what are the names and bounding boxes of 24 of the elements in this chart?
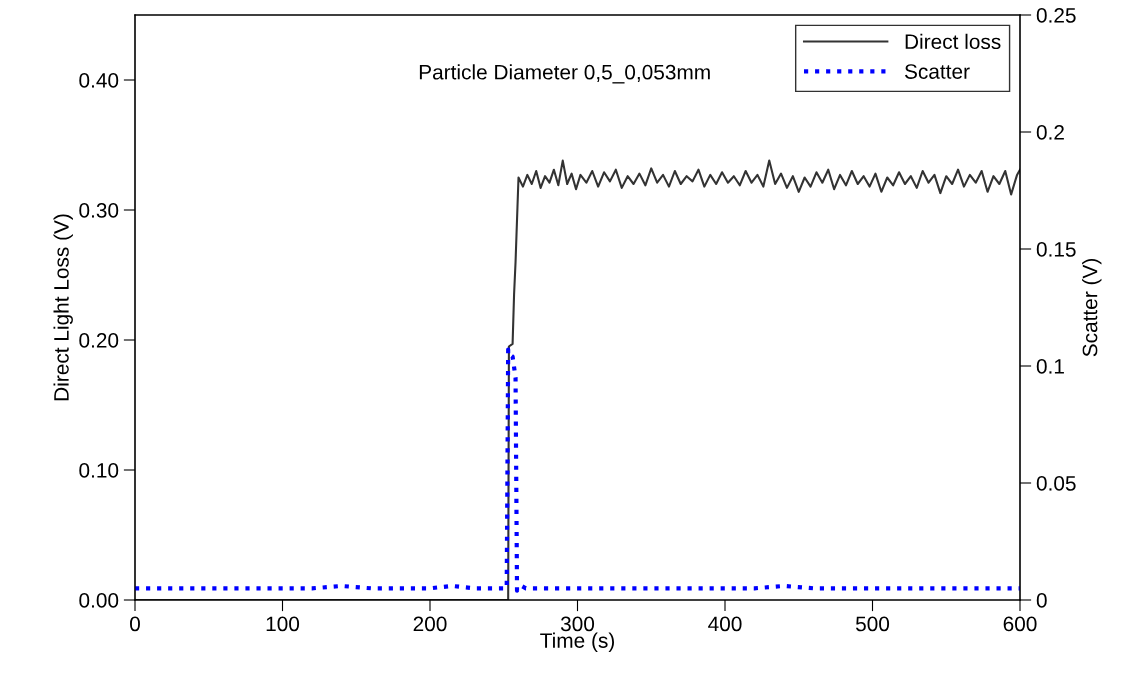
y-axis-title: Direct Light Loss (V) (53, 214, 73, 401)
y-tick-label: 0.30 (79, 203, 119, 218)
y2-tick-label: 0.1 (1036, 359, 1064, 374)
x-tick-label: 0 (130, 616, 140, 632)
y2-tick-label: 0 (1036, 593, 1047, 608)
x-tick-label: 600 (1003, 616, 1037, 632)
y-tick-label: 0.10 (79, 463, 119, 478)
legend-label: Direct loss (905, 33, 1001, 50)
y2-axis-title: Scatter (V) (1082, 259, 1102, 357)
x-axis-title: Time (s) (540, 632, 615, 653)
y-tick-label: 0.00 (79, 593, 119, 608)
y-tick-label: 0.20 (79, 333, 119, 348)
y2-tick-label: 0.25 (1036, 8, 1076, 23)
x-tick-label: 200 (413, 616, 447, 632)
x-tick-label: 300 (560, 616, 595, 632)
x-tick-label: 100 (266, 616, 300, 632)
x-tick-label: 500 (855, 616, 890, 632)
x-tick-label: 400 (708, 616, 742, 632)
annotation: Particle Diameter 0,5_0,053mm (419, 64, 710, 84)
y2-tick-label: 0.15 (1036, 242, 1076, 257)
y2-tick-label: 0.2 (1036, 125, 1064, 140)
y-tick-label: 0.40 (79, 73, 119, 88)
y2-tick-label: 0.05 (1036, 476, 1076, 491)
legend-label: Scatter (904, 64, 970, 79)
